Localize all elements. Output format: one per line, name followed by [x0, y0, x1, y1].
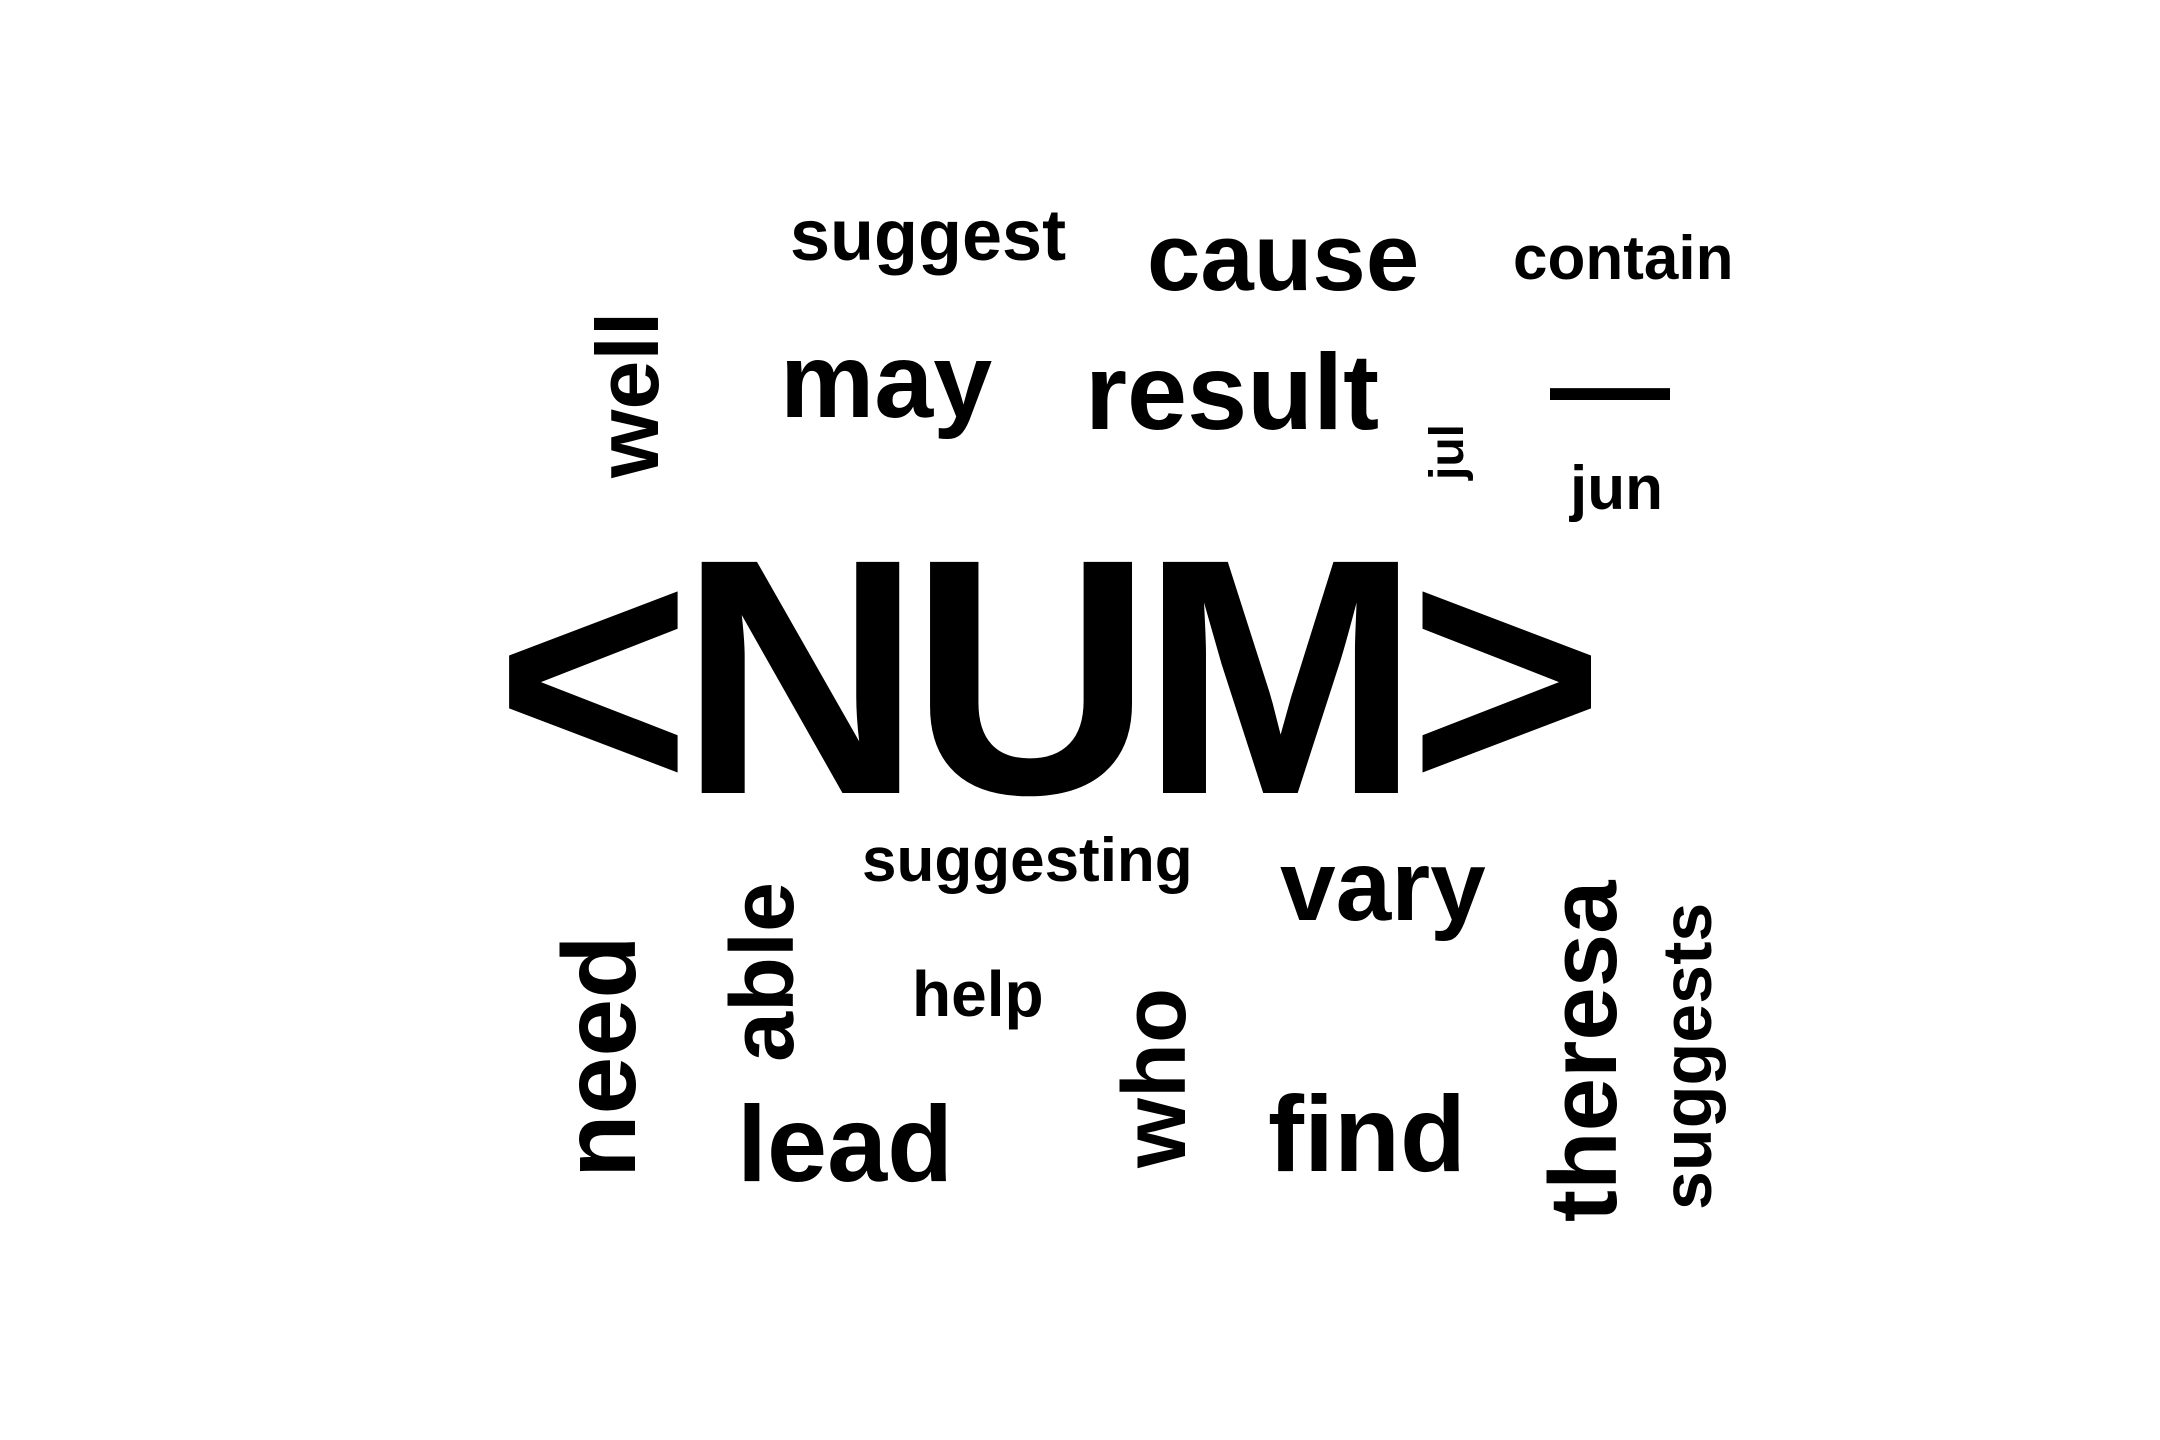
word-jul: jul: [1421, 424, 1474, 480]
word-jun: jun: [1570, 454, 1663, 523]
word-suggests: suggests: [1648, 902, 1726, 1210]
word-num: <NUM>: [495, 490, 1605, 865]
word-dash: —: [1550, 318, 1670, 452]
word-suggesting: suggesting: [862, 826, 1193, 895]
word-able: able: [713, 881, 813, 1062]
word-theresa: theresa: [1530, 880, 1637, 1222]
word-cause: cause: [1147, 204, 1420, 311]
word-suggest: suggest: [790, 196, 1067, 276]
word-need: need: [542, 935, 658, 1178]
word-lead: lead: [737, 1083, 954, 1204]
word-result: result: [1085, 331, 1380, 452]
word-vary: vary: [1280, 830, 1486, 942]
word-find: find: [1268, 1073, 1466, 1194]
word-may: may: [780, 322, 993, 440]
word-well: well: [578, 311, 677, 478]
word-help: help: [912, 958, 1044, 1030]
word-contain: contain: [1513, 224, 1734, 293]
word-who: who: [1105, 988, 1205, 1168]
